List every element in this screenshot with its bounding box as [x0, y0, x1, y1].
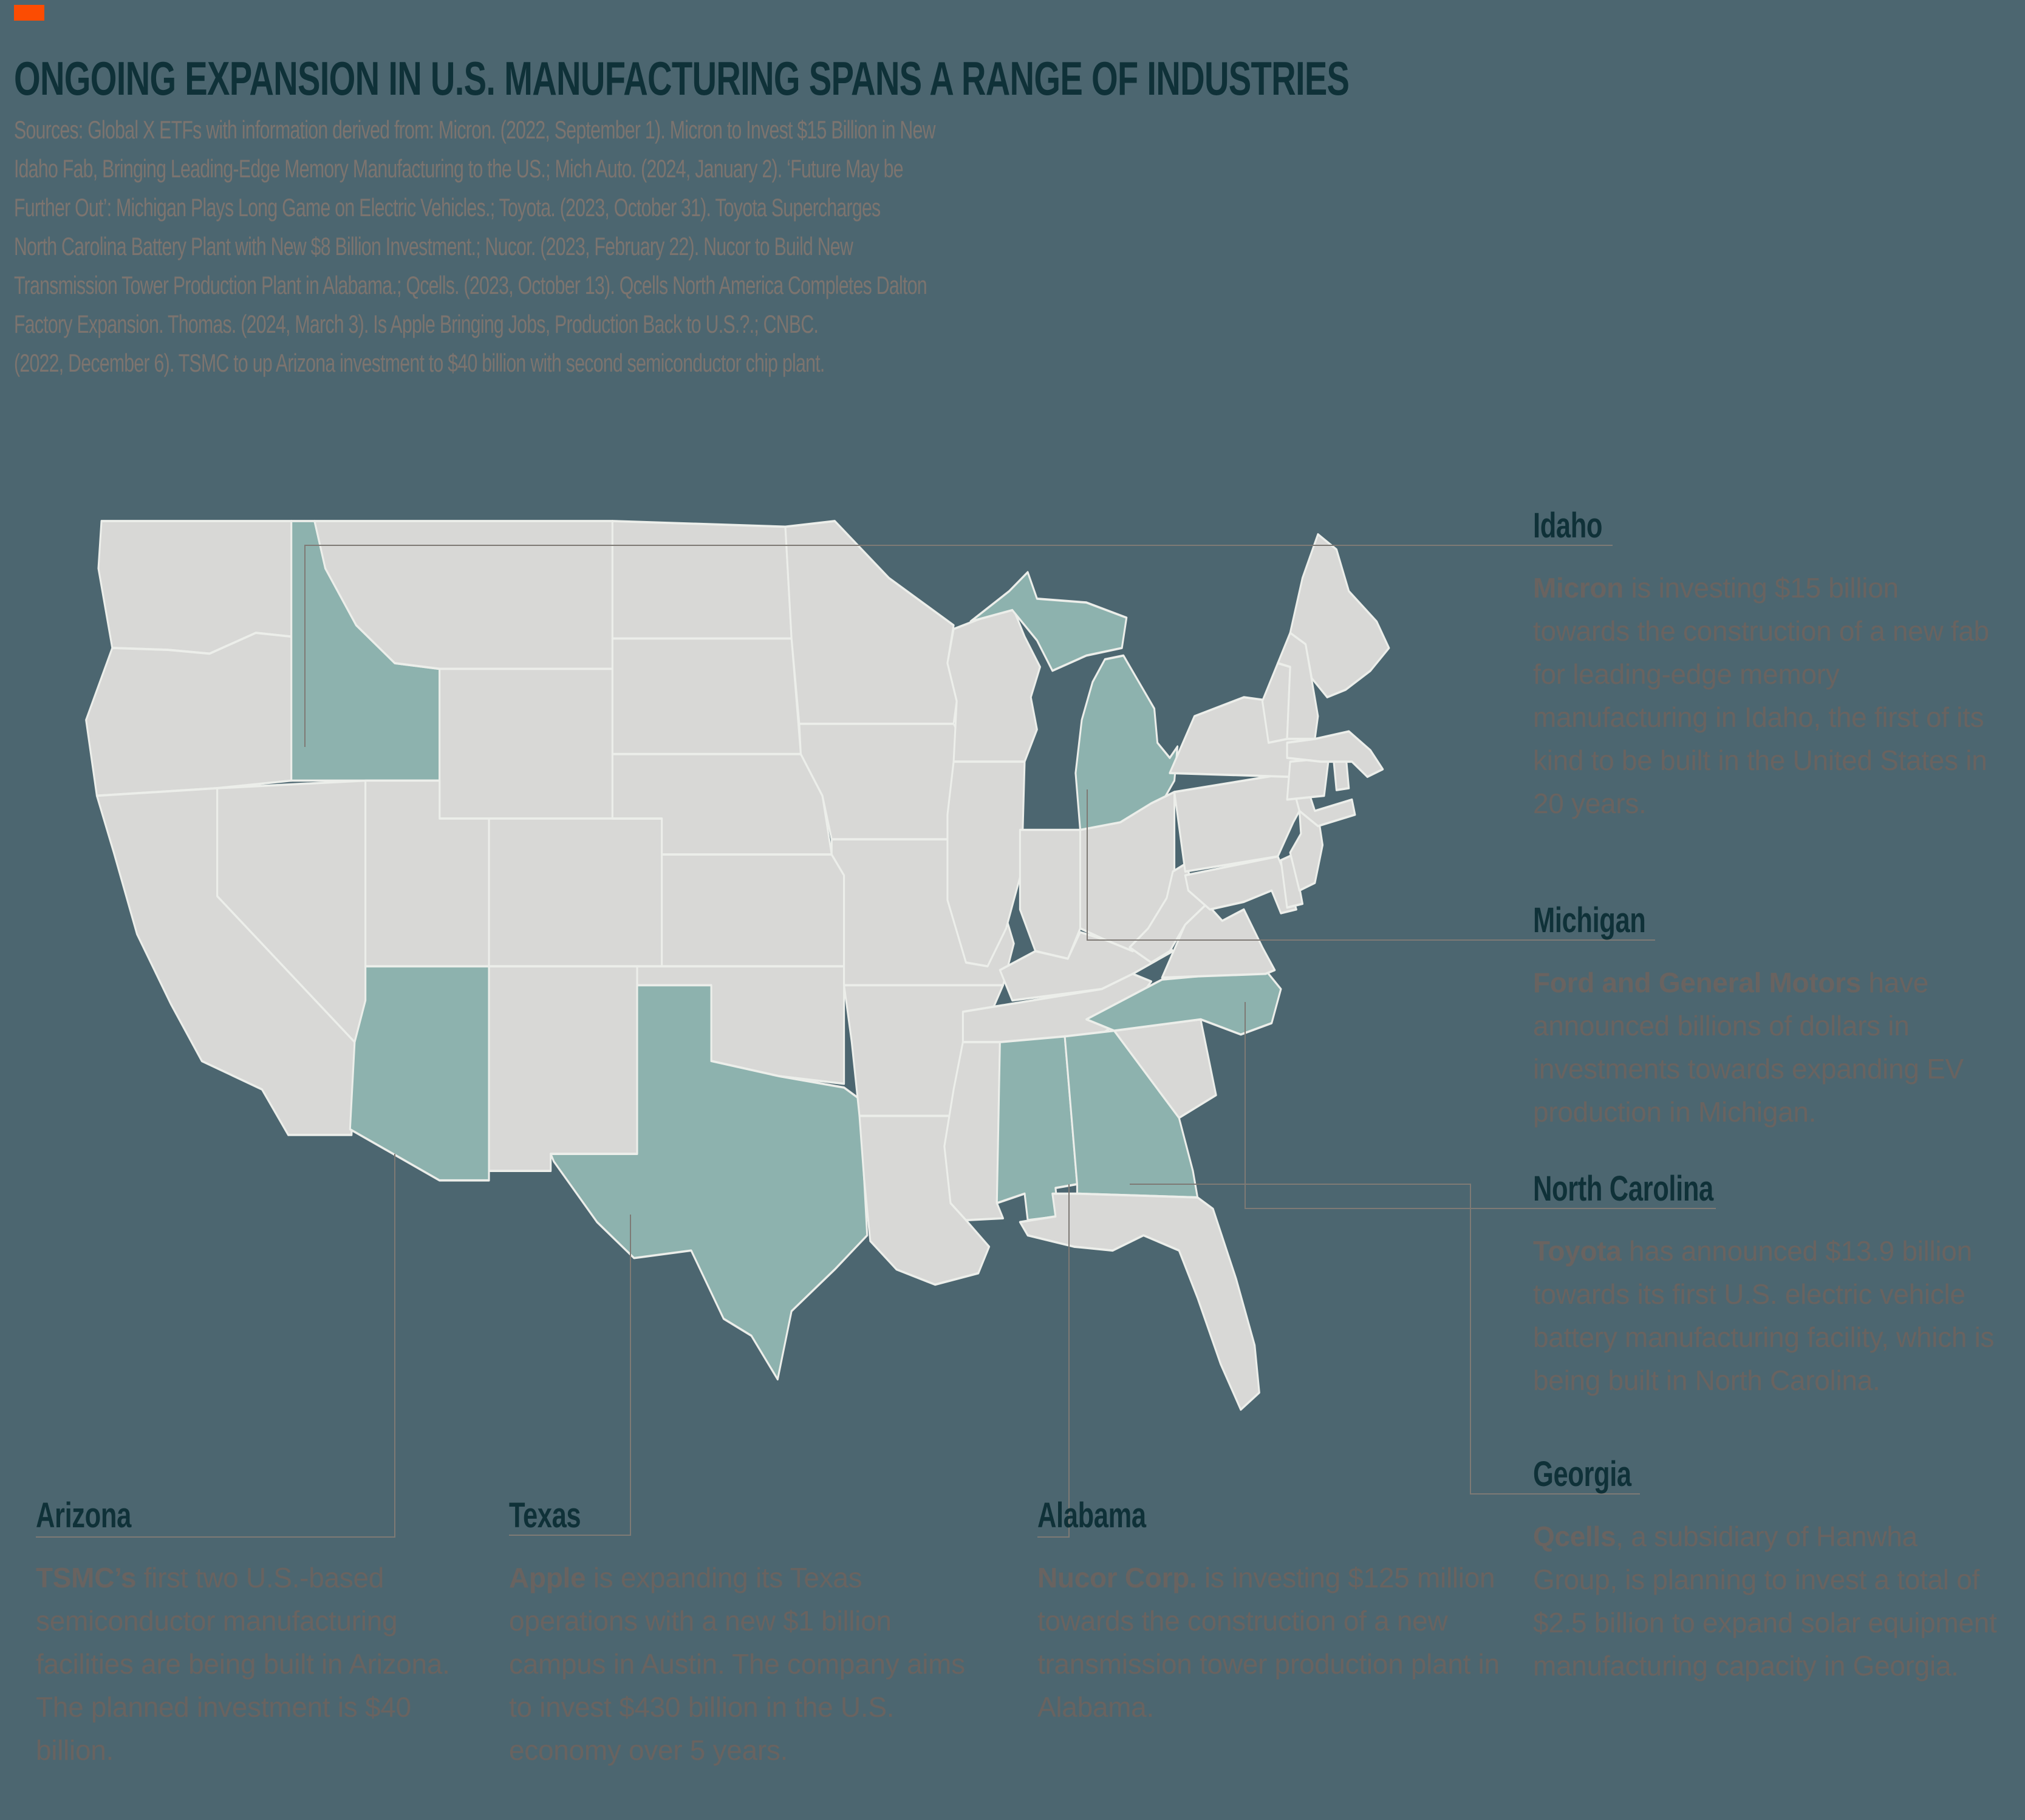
callout-north-carolina: North Carolina Toyota has announced $13.…	[1533, 1168, 2001, 1402]
sources-line: Further Out’: Michigan Plays Long Game o…	[14, 193, 881, 222]
state-wyoming	[439, 667, 613, 820]
callout-alabama-heading: Alabama	[1037, 1496, 1146, 1535]
state-indiana	[1019, 828, 1082, 960]
sources-line: Sources: Global X ETFs with information …	[14, 115, 935, 144]
callout-georgia-body: Qcells, a subsidiary of Hanwha Group, is…	[1533, 1521, 1997, 1682]
sources-line: Transmission Tower Production Plant in A…	[14, 271, 927, 299]
callout-arizona-body: TSMC’s first two U.S.-based semiconducto…	[36, 1562, 450, 1766]
sources-line: Factory Expansion. Thomas. (2024, March …	[14, 310, 819, 338]
page-title: ONGOING EXPANSION IN U.S. MANUFACTURING …	[14, 52, 1350, 105]
state-south-dakota	[611, 637, 802, 755]
callout-idaho-body: Micron is investing $15 billion towards …	[1533, 572, 1989, 819]
callout-georgia: Georgia Qcells, a subsidiary of Hanwha G…	[1533, 1454, 2001, 1688]
callout-north-carolina-body: Toyota has announced $13.9 billion towar…	[1533, 1235, 1995, 1396]
callout-alabama-body: Nucor Corp. is investing $125 million to…	[1037, 1562, 1500, 1723]
sources-line: Idaho Fab, Bringing Leading-Edge Memory …	[14, 154, 904, 183]
callout-idaho-heading: Idaho	[1533, 506, 1603, 545]
state-wisconsin	[946, 605, 1041, 763]
state-arizona	[349, 965, 490, 1182]
callout-alabama: Alabama Nucor Corp. is investing $125 mi…	[1037, 1495, 1517, 1729]
sources-text: Sources: Global X ETFs with information …	[14, 111, 935, 383]
callout-michigan-heading: Michigan	[1533, 901, 1646, 940]
state-illinois	[946, 760, 1026, 968]
state-colorado	[488, 817, 663, 968]
state-kansas	[661, 853, 845, 968]
brand-accent-mark	[14, 5, 44, 21]
callout-texas-heading: Texas	[509, 1496, 581, 1535]
callout-michigan: Michigan Ford and General Motors have an…	[1533, 900, 2001, 1134]
state-minnesota	[784, 520, 958, 725]
callout-arizona: Arizona TSMC’s first two U.S.-based semi…	[36, 1495, 485, 1772]
callout-michigan-body: Ford and General Motors have announced b…	[1533, 967, 1964, 1128]
callout-north-carolina-heading: North Carolina	[1533, 1169, 1713, 1208]
callout-texas-body: Apple is expanding its Texas operations …	[509, 1562, 965, 1766]
state-north-dakota	[611, 520, 793, 640]
state-new-mexico	[488, 965, 638, 1173]
state-connecticut	[1286, 757, 1330, 801]
sources-line: (2022, December 6). TSMC to up Arizona i…	[14, 349, 825, 377]
state-texas	[550, 984, 869, 1381]
us-map	[85, 520, 1390, 1411]
callout-arizona-heading: Arizona	[36, 1496, 131, 1535]
state-vermont	[1261, 662, 1291, 744]
state-oregon	[85, 632, 293, 797]
callout-georgia-heading: Georgia	[1533, 1454, 1631, 1494]
callout-idaho: Idaho Micron is investing $15 billion to…	[1533, 505, 2001, 825]
sources-line: North Carolina Battery Plant with New $8…	[14, 232, 853, 261]
callout-texas: Texas Apple is expanding its Texas opera…	[509, 1495, 983, 1772]
state-florida	[1019, 1192, 1260, 1411]
